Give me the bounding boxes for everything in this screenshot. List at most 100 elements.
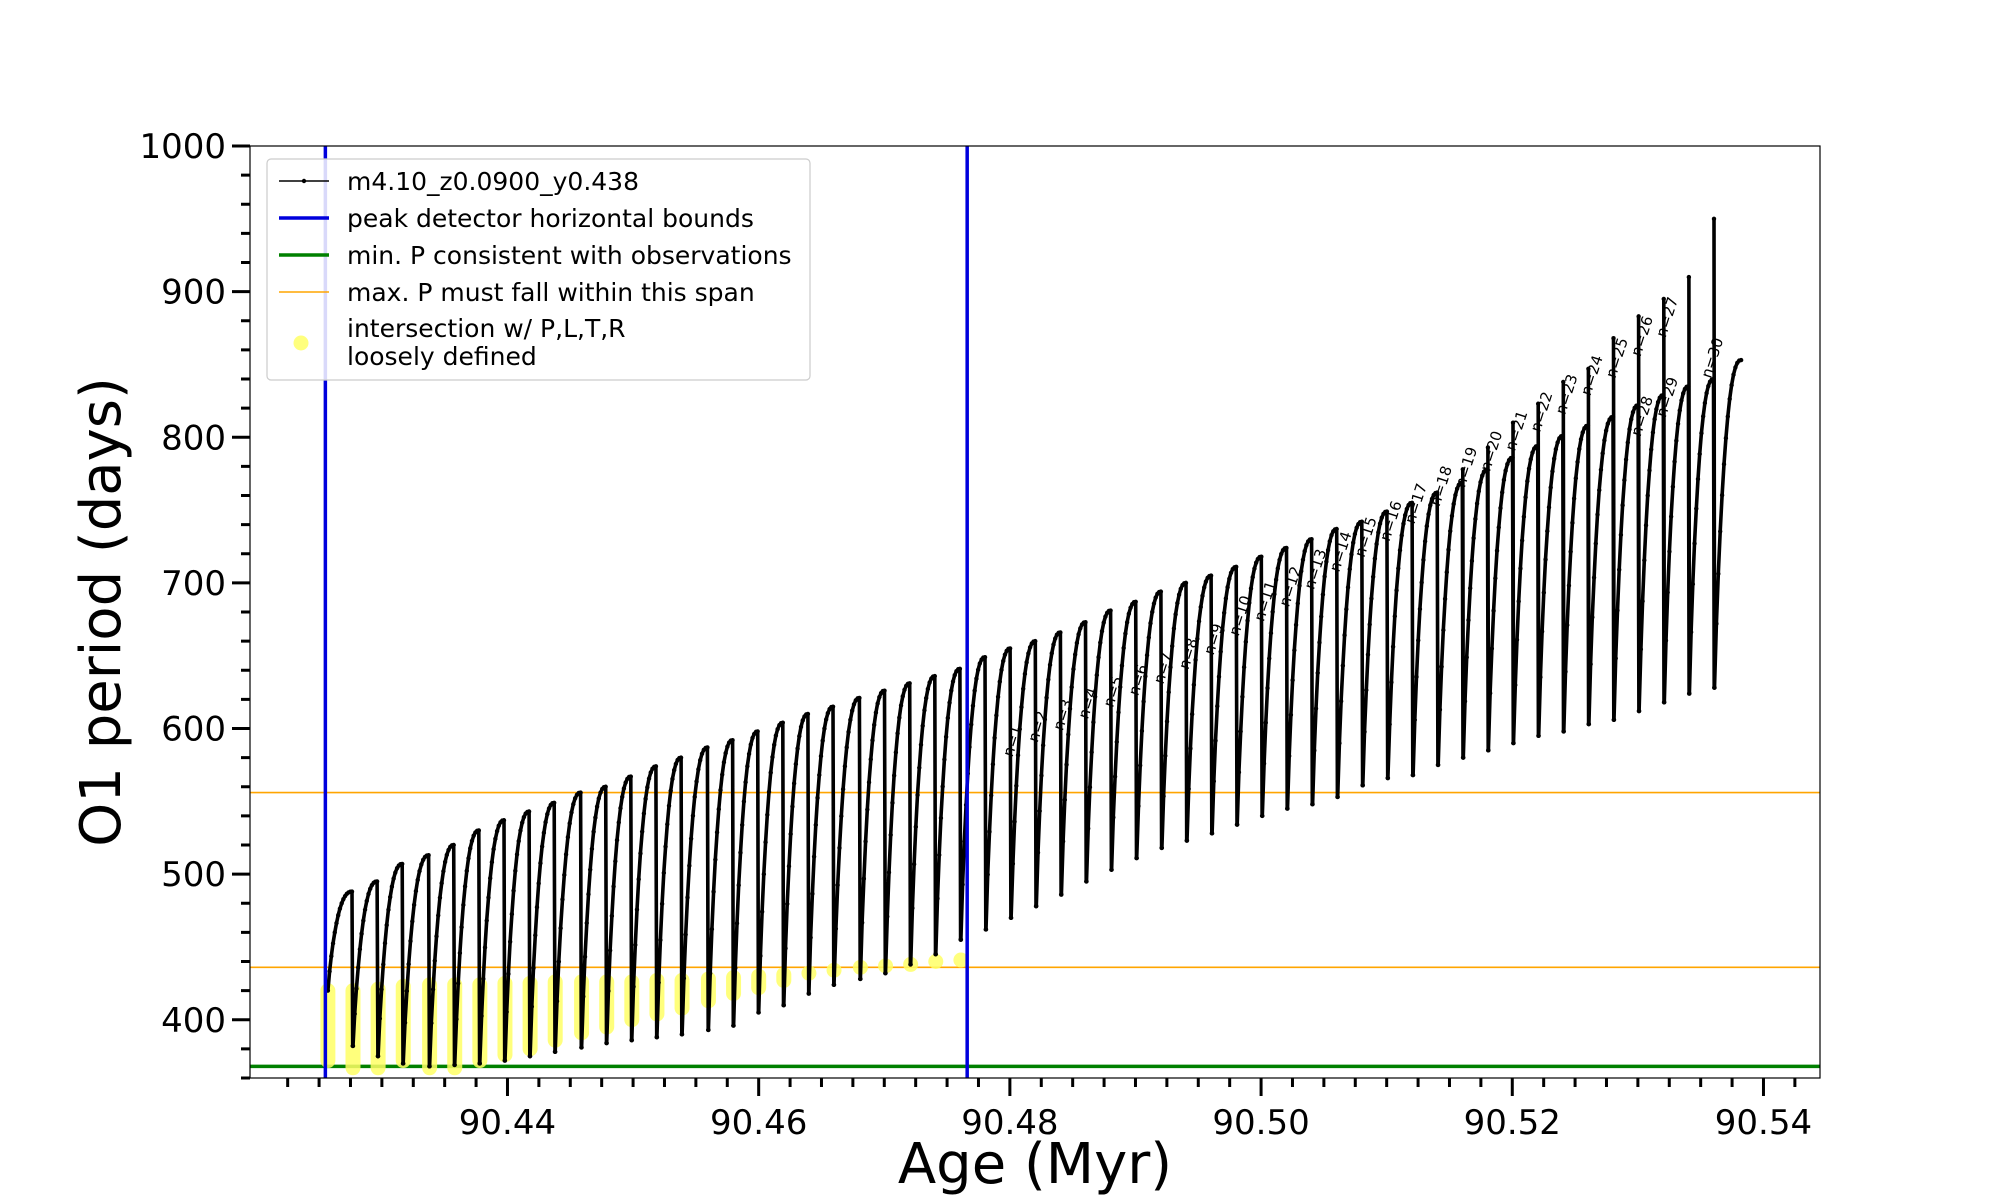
model-point: [377, 1016, 383, 1021]
model-point: [716, 807, 721, 812]
model-point: [1674, 438, 1679, 443]
model-point: [389, 884, 395, 889]
model-point: [745, 764, 750, 769]
model-point: [1372, 556, 1378, 561]
model-point: [1575, 459, 1580, 465]
model-point: [1015, 752, 1021, 758]
model-point: [1042, 717, 1048, 722]
model-point: [1010, 861, 1016, 866]
model-point: [1419, 580, 1424, 585]
model-point: [811, 854, 817, 859]
model-point: [543, 819, 548, 825]
model-point: [1385, 775, 1391, 781]
y-tick-label: 800: [161, 418, 226, 458]
model-point: [731, 1023, 736, 1028]
model-point: [983, 927, 989, 932]
model-point: [457, 950, 463, 956]
model-point: [1250, 574, 1255, 580]
y-tick-label: 1000: [139, 127, 226, 167]
model-point: [401, 1061, 406, 1066]
legend-key-model-marker: [301, 178, 307, 184]
model-point: [969, 722, 974, 727]
model-point: [1033, 638, 1038, 644]
model-point: [1139, 728, 1145, 734]
model-point: [1126, 611, 1132, 616]
model-point: [721, 760, 727, 765]
model-point: [603, 784, 608, 789]
model-point: [1066, 732, 1071, 737]
model-point: [634, 907, 640, 912]
model-point: [839, 813, 844, 819]
model-point: [1279, 551, 1284, 557]
model-point: [1460, 480, 1465, 485]
model-point: [661, 870, 667, 876]
model-point: [1184, 838, 1190, 843]
model-point: [1221, 610, 1227, 615]
model-point: [1007, 646, 1013, 651]
model-point: [1553, 446, 1559, 452]
model-point: [569, 810, 574, 815]
model-point: [1186, 786, 1191, 792]
model-point: [1286, 753, 1292, 759]
x-axis-title: Age (Myr): [898, 1132, 1172, 1197]
model-point: [1350, 540, 1356, 545]
model-point: [1290, 677, 1295, 683]
model-point: [923, 695, 929, 701]
model-point: [1716, 571, 1721, 576]
model-point: [1677, 408, 1682, 413]
model-point: [1236, 770, 1242, 775]
model-point: [1098, 640, 1103, 645]
model-point: [1630, 410, 1636, 415]
model-point: [1670, 484, 1676, 489]
model-point: [1733, 365, 1738, 370]
model-point: [830, 704, 836, 709]
model-point: [1663, 638, 1669, 643]
model-point: [793, 761, 799, 767]
legend-box: [266, 158, 811, 381]
model-point: [339, 901, 344, 906]
y-tick-label: 400: [161, 1001, 226, 1041]
model-point: [1725, 414, 1731, 419]
model-point: [607, 948, 613, 953]
model-point: [1454, 486, 1460, 491]
model-point: [873, 710, 879, 715]
model-point: [1369, 596, 1374, 601]
model-point: [534, 905, 540, 910]
model-point: [861, 876, 867, 881]
model-point: [604, 1040, 609, 1046]
model-point: [1175, 600, 1180, 606]
legend-key-intersection: [293, 335, 309, 351]
model-point: [1446, 547, 1451, 552]
model-point: [750, 735, 755, 741]
model-point: [1595, 512, 1600, 517]
model-point: [685, 895, 690, 900]
model-point: [925, 686, 931, 692]
model-point: [1260, 813, 1265, 819]
model-point: [1352, 531, 1358, 537]
model-point: [1202, 585, 1207, 590]
model-point: [511, 888, 516, 893]
model-point: [1309, 536, 1314, 542]
model-point: [888, 832, 893, 838]
model-point: [1272, 591, 1277, 597]
model-point: [1525, 479, 1530, 484]
model-point: [940, 784, 945, 789]
model-point: [988, 793, 994, 798]
model-point: [1706, 383, 1711, 389]
model-point: [631, 984, 636, 989]
model-point: [1543, 557, 1548, 562]
model-point: [1191, 682, 1197, 688]
model-point: [1173, 612, 1178, 617]
model-point: [426, 852, 431, 858]
model-point: [1700, 414, 1706, 419]
model-point: [581, 994, 586, 999]
model-point: [1494, 548, 1500, 553]
model-point: [1058, 630, 1063, 635]
model-point: [720, 772, 725, 777]
model-point: [1124, 620, 1130, 625]
model-point: [1218, 649, 1223, 654]
model-point: [1062, 797, 1068, 803]
model-point: [565, 835, 571, 840]
model-point: [606, 988, 611, 994]
model-point: [932, 673, 937, 679]
